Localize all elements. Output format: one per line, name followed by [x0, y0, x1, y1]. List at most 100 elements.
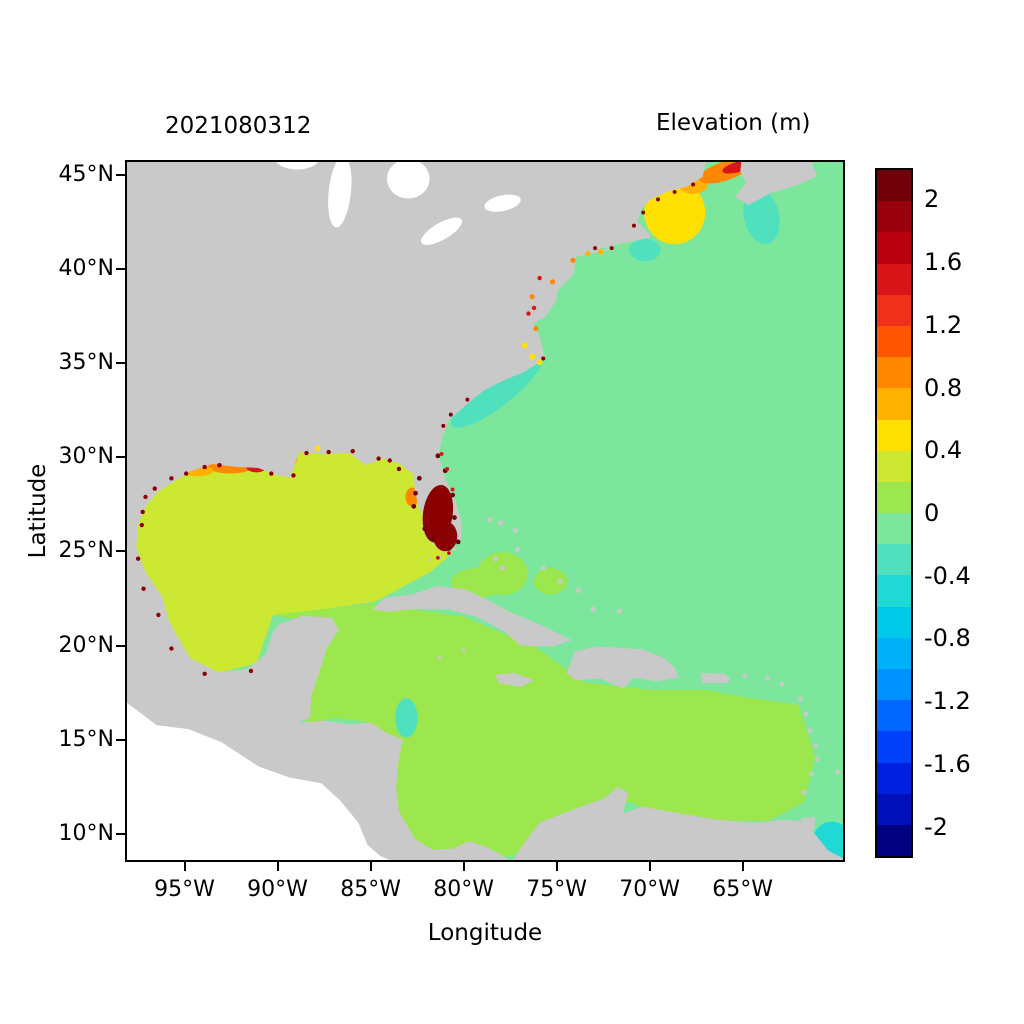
jamaica: [495, 672, 535, 687]
elevation-map-svg: [127, 162, 843, 860]
colorbar: [875, 168, 913, 858]
north-america-land: [127, 162, 707, 860]
y-tick-label: 40°N: [58, 256, 114, 282]
nicaragua-cold: [395, 698, 418, 738]
caribbean-sea: [273, 603, 816, 857]
colorbar-tick-label: 1.2: [924, 310, 963, 339]
colorbar-tick-label: -0.4: [924, 561, 971, 590]
colorbar-title: Elevation (m): [656, 110, 811, 136]
new-england-coast-specks: [593, 182, 696, 251]
nova-scotia: [734, 162, 818, 206]
trinidad: [800, 816, 816, 831]
pamlico-sound-specks: [521, 342, 543, 366]
colorbar-segment: [877, 481, 911, 514]
x-axis-label: Longitude: [427, 920, 543, 946]
y-tick-label: 20°N: [58, 632, 114, 658]
y-tick-label: 25°N: [58, 538, 114, 564]
x-tick-mark: [369, 862, 372, 871]
x-tick-label: 80°W: [433, 877, 494, 902]
x-tick-label: 85°W: [340, 877, 401, 902]
lake-huron: [386, 162, 430, 199]
x-tick-mark: [555, 862, 558, 871]
colorbar-tick-label: -2: [924, 812, 948, 841]
run-timestamp-title: 2021080312: [165, 113, 312, 139]
y-tick-label: 45°N: [58, 162, 114, 188]
gulf-of-mexico: [127, 446, 453, 677]
colorbar-segment: [877, 637, 911, 669]
x-tick-mark: [648, 862, 651, 871]
colorbar-segment: [877, 669, 911, 701]
colorbar-segment: [877, 544, 911, 576]
lake-michigan: [328, 162, 352, 228]
colorbar-segment: [877, 232, 911, 264]
puerto-rico: [700, 672, 731, 684]
florida-east-coast-specks: [439, 451, 455, 492]
colorbar-segment: [877, 824, 911, 857]
x-tick-label: 65°W: [712, 877, 774, 902]
x-tick-mark: [462, 862, 465, 871]
long-island-sound-specks: [585, 249, 604, 257]
x-tick-mark: [183, 862, 186, 871]
colorbar-segment: [877, 793, 911, 825]
colorbar-tick-label: 0.4: [924, 436, 963, 465]
colorbar-segment: [877, 700, 911, 732]
colorbar-segment: [877, 450, 911, 482]
cape-cod: [637, 231, 650, 239]
colorbar-segment: [877, 575, 911, 607]
colorbar-segment: [877, 294, 911, 326]
colorbar-tick-label: 0.8: [924, 373, 963, 402]
florida-keys-specks: [436, 551, 451, 560]
south-america-land: [513, 787, 843, 860]
map-plot: [125, 160, 845, 862]
y-tick-mark: [116, 268, 125, 271]
colorbar-segment: [877, 263, 911, 295]
y-axis-label: Latitude: [25, 463, 51, 559]
gulf-of-maine-high: [644, 180, 706, 245]
pacific-no-data-mask: [127, 702, 390, 860]
mid-atlantic-estuary-specks-red: [526, 275, 542, 316]
cayman-islands: [437, 648, 466, 660]
y-tick-mark: [116, 456, 125, 459]
colorbar-segment: [877, 170, 911, 202]
lesser-antilles-islands: [742, 673, 840, 795]
bahamas-islands: [487, 516, 622, 614]
x-tick-mark: [741, 862, 744, 871]
colorbar-segment: [877, 513, 911, 545]
lake-erie: [421, 217, 463, 245]
x-tick-label: 75°W: [526, 877, 587, 902]
colorbar-tick-label: -0.8: [924, 624, 971, 653]
lake-ontario: [484, 194, 521, 212]
colorbar-tick-label: 1.6: [924, 248, 963, 277]
hispaniola: [566, 646, 680, 689]
colorbar-segment: [877, 325, 911, 358]
y-tick-mark: [116, 738, 125, 741]
cuba: [372, 585, 572, 647]
gulf-coast-specks: [135, 448, 402, 676]
colorbar-segment: [877, 388, 911, 420]
y-tick-mark: [116, 362, 125, 365]
georgia-coast-specks: [441, 356, 546, 428]
colorbar-segment: [877, 419, 911, 451]
x-tick-mark: [276, 862, 279, 871]
colorbar-segment: [877, 731, 911, 763]
y-tick-label: 10°N: [58, 820, 114, 846]
lake-superior: [276, 162, 319, 170]
cape-cod-cold-patch: [629, 238, 661, 262]
y-tick-label: 15°N: [58, 726, 114, 752]
colorbar-tick-label: -1.6: [924, 749, 971, 778]
x-tick-label: 90°W: [247, 877, 308, 902]
x-tick-label: 70°W: [619, 877, 681, 902]
colorbar-segment: [877, 357, 911, 389]
y-tick-mark: [116, 550, 125, 553]
colorbar-tick-label: -1.2: [924, 687, 971, 716]
colorbar-tick-label: 0: [924, 499, 940, 527]
y-tick-label: 30°N: [58, 444, 114, 470]
colorbar-segment: [877, 201, 911, 233]
y-tick-mark: [116, 174, 125, 177]
y-tick-mark: [116, 832, 125, 835]
colorbar-segment: [877, 606, 911, 638]
mobile-bay-speck: [314, 445, 321, 452]
bahamas-bank-patch-2: [534, 568, 568, 595]
x-tick-label: 95°W: [154, 877, 215, 902]
